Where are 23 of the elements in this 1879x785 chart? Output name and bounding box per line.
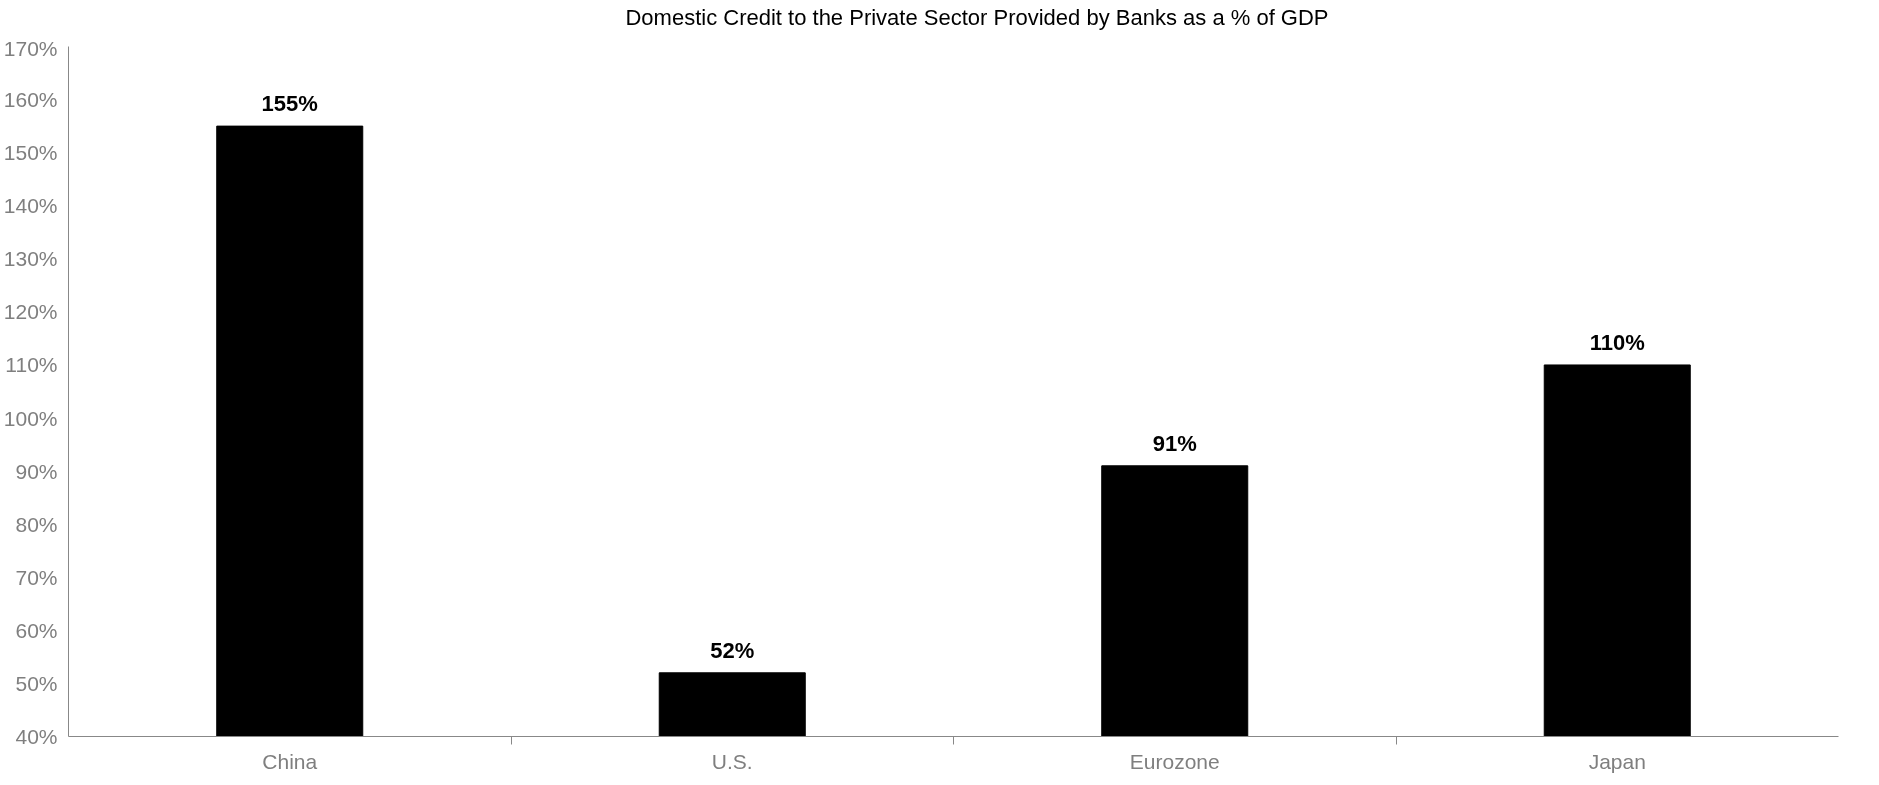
x-tick-label: China (262, 749, 318, 773)
y-tick-label: 100% (3, 406, 58, 430)
y-tick-label: 90% (15, 459, 58, 483)
y-tick-label: 50% (15, 671, 58, 695)
y-tick-label: 70% (15, 565, 58, 589)
y-tick-label: 60% (15, 618, 58, 642)
y-tick-label: 120% (3, 300, 58, 324)
x-tick-label: U.S. (711, 749, 753, 773)
data-label: 110% (1589, 329, 1645, 355)
x-tick-label: Eurozone (1129, 749, 1220, 773)
y-tick-label: 130% (3, 247, 58, 271)
data-label: 155% (261, 91, 318, 117)
y-tick-label: 80% (15, 512, 58, 536)
data-label: 91% (1152, 430, 1197, 456)
y-tick-label: 140% (3, 194, 58, 218)
data-label: 52% (710, 637, 755, 663)
y-tick-label: 170% (3, 36, 58, 60)
text: Domestic Credit to the Private Sector Provided by Banks as a % of GDP (625, 5, 1329, 31)
y-tick-label: 40% (15, 725, 58, 748)
y-tick-label: 150% (3, 141, 58, 165)
y-tick-label: 110% (5, 353, 58, 377)
y-tick-label: 160% (3, 88, 58, 112)
x-tick-label: Japan (1588, 749, 1646, 773)
